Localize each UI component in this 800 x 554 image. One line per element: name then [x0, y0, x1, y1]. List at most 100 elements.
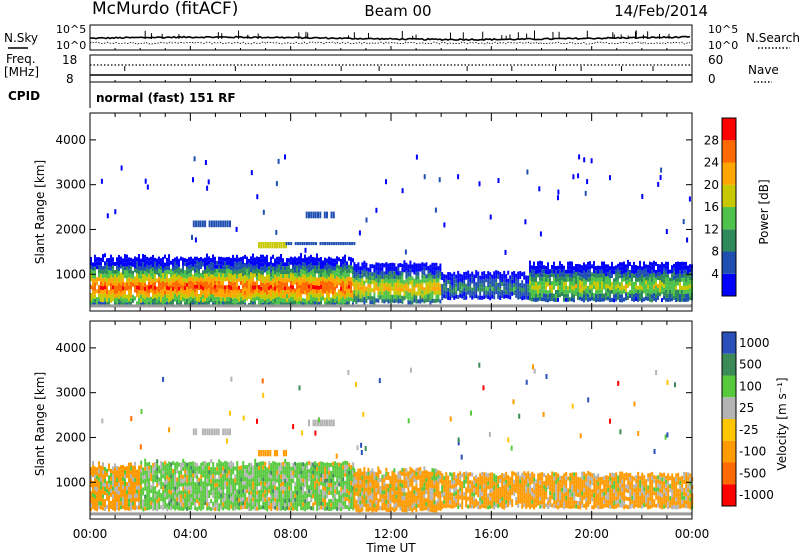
velocity-cell	[152, 466, 155, 471]
power-cell	[146, 300, 148, 305]
power-cell	[423, 263, 426, 268]
power-cell	[397, 299, 400, 304]
power-cell	[427, 282, 430, 286]
power-cell	[573, 294, 575, 299]
power-cell	[240, 269, 242, 273]
power-cell	[216, 292, 218, 297]
power-cell	[645, 276, 647, 281]
power-cell	[328, 268, 330, 273]
power-cell	[435, 294, 438, 299]
velocity-cell	[144, 482, 147, 487]
velocity-cell	[282, 461, 285, 466]
power-cell	[491, 278, 494, 283]
velocity-cell	[148, 461, 151, 466]
power-cell	[535, 270, 537, 274]
power-cell	[643, 281, 645, 286]
power-cell	[268, 270, 270, 275]
power-cell	[577, 267, 579, 272]
power-cell	[204, 301, 206, 306]
velocity-cell	[308, 493, 311, 498]
power-cell	[330, 277, 332, 282]
power-cell	[270, 300, 272, 305]
velocity-cell	[244, 485, 247, 489]
power-cell	[306, 257, 308, 262]
velocity-cell	[240, 465, 243, 470]
power-cell	[252, 277, 254, 282]
power-cell	[194, 300, 196, 305]
velocity-cell	[286, 469, 289, 474]
power-cell	[204, 277, 206, 282]
power-cell	[280, 266, 282, 270]
power-cell	[405, 290, 408, 295]
power-cell	[467, 274, 470, 279]
power-cell	[284, 266, 286, 271]
velocity-cell	[154, 490, 157, 495]
power-cell	[483, 275, 486, 280]
power-cell	[405, 262, 408, 267]
power-cell	[340, 298, 342, 303]
power-cell	[679, 286, 681, 290]
velocity-cell	[242, 493, 245, 498]
velocity-cell	[300, 486, 303, 491]
power-cell	[543, 289, 545, 294]
velocity-cell	[286, 473, 289, 478]
velocity-cell	[116, 478, 118, 482]
power-cell	[591, 272, 593, 277]
velocity-cell	[403, 504, 406, 509]
power-cell	[258, 261, 260, 265]
velocity-cell	[272, 501, 275, 506]
power-cell	[383, 287, 386, 292]
power-cell	[503, 274, 506, 279]
velocity-cell	[288, 486, 291, 491]
velocity-cell	[240, 477, 243, 482]
velocity-cell	[328, 507, 331, 511]
power-cell	[98, 293, 100, 298]
power-scatter-echo	[457, 174, 460, 180]
power-cell	[196, 284, 198, 289]
velocity-cell	[346, 469, 349, 474]
power-cell	[471, 279, 474, 284]
velocity-cell	[369, 502, 372, 507]
power-cell	[359, 266, 362, 271]
power-cell	[90, 261, 92, 265]
power-cell	[256, 256, 258, 261]
power-scatter-echo	[443, 222, 446, 228]
power-patch-cell	[215, 220, 218, 228]
velocity-cell	[230, 480, 233, 485]
velocity-cell	[286, 461, 289, 466]
power-cell	[459, 281, 462, 286]
power-cell	[280, 286, 282, 290]
power-cell	[509, 295, 512, 300]
velocity-cell	[258, 470, 261, 474]
power-cell	[200, 297, 202, 301]
velocity-cell	[116, 490, 118, 494]
velocity-cell	[218, 479, 221, 484]
velocity-cell	[326, 466, 329, 471]
velocity-cell	[246, 505, 249, 510]
power-cell	[116, 293, 118, 298]
power-cell	[232, 282, 234, 287]
power-cell	[579, 284, 581, 289]
power-cell	[346, 277, 348, 282]
velocity-cell	[322, 466, 325, 471]
power-cell	[643, 273, 645, 278]
power-cell	[104, 277, 106, 282]
power-cell	[286, 286, 288, 291]
velocity-cell	[228, 486, 231, 491]
power-cell	[332, 258, 334, 263]
power-cell	[266, 278, 268, 283]
power-cell	[230, 270, 232, 274]
velocity-cell	[393, 500, 396, 505]
velocity-cell	[180, 490, 183, 495]
power-cell	[168, 262, 170, 267]
velocity-cell	[140, 472, 143, 477]
power-cell	[308, 268, 310, 273]
power-cell	[515, 281, 518, 286]
velocity-cell	[320, 497, 323, 502]
power-cell	[240, 293, 242, 297]
velocity-cell	[306, 493, 309, 498]
power-cell	[415, 275, 418, 280]
velocity-cell	[290, 482, 293, 487]
velocity-cell	[381, 490, 384, 495]
power-cell	[252, 273, 254, 278]
